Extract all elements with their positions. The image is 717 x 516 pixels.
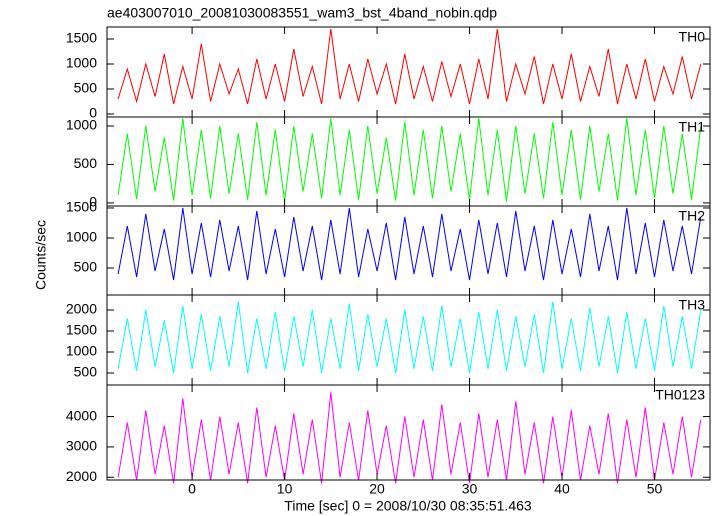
y-tick-label: 0 xyxy=(89,105,97,121)
x-tick-label: 40 xyxy=(554,481,570,497)
x-tick-label: 0 xyxy=(188,481,196,497)
y-tick-label: 0 xyxy=(89,194,97,210)
y-tick-label: 1500 xyxy=(66,30,97,46)
y-tick-label: 500 xyxy=(74,259,98,275)
y-axis-label: Counts/sec xyxy=(33,220,49,290)
y-tick-label: 1000 xyxy=(66,55,97,71)
data-line xyxy=(117,118,702,202)
y-tick-label: 500 xyxy=(74,80,98,96)
x-tick-label: 30 xyxy=(462,481,478,497)
panel-label: TH3 xyxy=(679,297,706,313)
panel-label: TH0123 xyxy=(655,387,705,403)
y-tick-label: 1000 xyxy=(66,117,97,133)
data-line xyxy=(117,301,702,374)
panel-frame xyxy=(106,205,711,296)
panel-label: TH0 xyxy=(679,29,706,45)
x-tick-label: 10 xyxy=(277,481,293,497)
y-tick-label: 1000 xyxy=(66,343,97,359)
y-tick-label: 2000 xyxy=(66,301,97,317)
data-line xyxy=(117,28,702,105)
y-tick-label: 1500 xyxy=(66,322,97,338)
y-tick-label: 1500 xyxy=(66,199,97,215)
panel-label: TH2 xyxy=(679,208,706,224)
y-tick-label: 3000 xyxy=(66,438,97,454)
panel-label: TH1 xyxy=(679,119,706,135)
data-line xyxy=(117,207,702,281)
x-tick-label: 50 xyxy=(647,481,663,497)
y-tick-label: 2000 xyxy=(66,468,97,484)
x-axis-label: Time [sec] 0 = 2008/10/30 08:35:51.463 xyxy=(284,498,532,514)
y-tick-label: 500 xyxy=(74,364,98,380)
panel-frame xyxy=(106,384,711,481)
data-line xyxy=(117,392,702,484)
y-tick-label: 1000 xyxy=(66,229,97,245)
panel-frame xyxy=(106,116,711,207)
y-tick-label: 4000 xyxy=(66,407,97,423)
chart-title: ae403007010_20081030083551_wam3_bst_4ban… xyxy=(107,5,497,21)
y-tick-label: 500 xyxy=(74,155,98,171)
x-tick-label: 20 xyxy=(369,481,385,497)
